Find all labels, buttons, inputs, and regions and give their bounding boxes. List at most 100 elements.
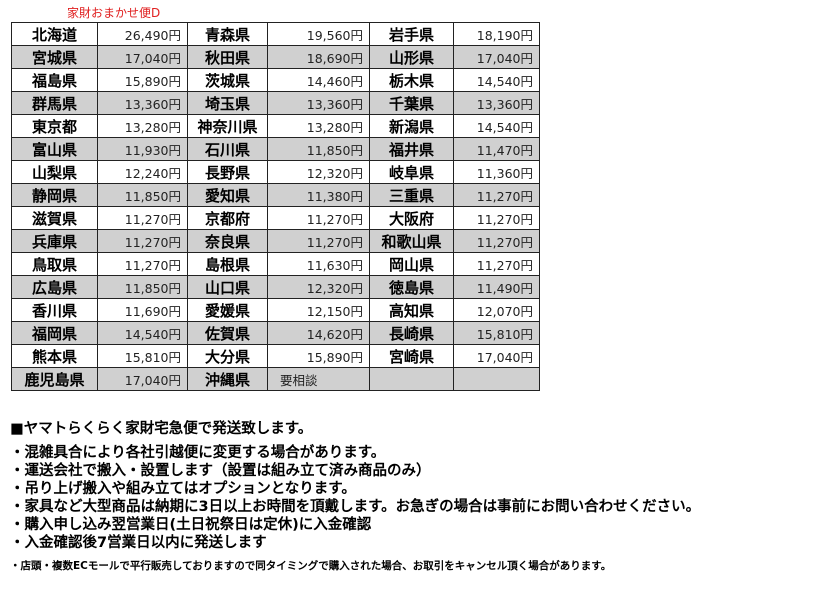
table-row: 静岡県 11,850円 愛知県 11,380円 三重県 11,270円 — [11, 183, 540, 207]
fee-cell: 要相談 — [267, 367, 370, 391]
prefecture-cell: 千葉県 — [369, 91, 454, 115]
prefecture-cell: 群馬県 — [11, 91, 98, 115]
fee-cell: 11,850円 — [97, 183, 188, 207]
prefecture-cell: 石川県 — [187, 137, 268, 161]
prefecture-cell: 熊本県 — [11, 344, 98, 368]
prefecture-cell: 大阪府 — [369, 206, 454, 230]
note-item: ・混雑具合により各社引越便に変更する場合があります。 — [10, 445, 386, 461]
prefecture-cell: 長崎県 — [369, 321, 454, 345]
prefecture-cell: 宮城県 — [11, 45, 98, 69]
fee-cell: 19,560円 — [267, 22, 370, 46]
fee-cell: 14,540円 — [453, 114, 540, 138]
fee-cell: 17,040円 — [97, 45, 188, 69]
prefecture-cell: 三重県 — [369, 183, 454, 207]
prefecture-cell — [369, 367, 454, 391]
table-row: 富山県 11,930円 石川県 11,850円 福井県 11,470円 — [11, 137, 540, 161]
prefecture-cell: 岐阜県 — [369, 160, 454, 184]
note-item: ・吊り上げ搬入や組み立てはオプションとなります。 — [10, 481, 356, 497]
prefecture-cell: 鹿児島県 — [11, 367, 98, 391]
notes-small: ・店頭・複数ECモールで平行販売しておりますので同タイミングで購入された場合、お… — [10, 560, 612, 572]
fee-cell: 17,040円 — [453, 45, 540, 69]
fee-cell: 18,690円 — [267, 45, 370, 69]
shipping-fee-table: 北海道 26,490円 青森県 19,560円 岩手県 18,190円 宮城県 17,040円… — [11, 22, 540, 391]
table-row: 香川県 11,690円 愛媛県 12,150円 高知県 12,070円 — [11, 298, 540, 322]
fee-cell: 15,890円 — [97, 68, 188, 92]
table-row: 北海道 26,490円 青森県 19,560円 岩手県 18,190円 — [11, 22, 540, 46]
prefecture-cell: 静岡県 — [11, 183, 98, 207]
fee-cell: 13,280円 — [267, 114, 370, 138]
prefecture-cell: 埼玉県 — [187, 91, 268, 115]
fee-cell: 11,270円 — [453, 206, 540, 230]
note-item: ・入金確認後7営業日以内に発送します — [10, 535, 267, 551]
prefecture-cell: 北海道 — [11, 22, 98, 46]
table-row: 兵庫県 11,270円 奈良県 11,270円 和歌山県 11,270円 — [11, 229, 540, 253]
fee-cell: 17,040円 — [453, 344, 540, 368]
fee-cell: 14,460円 — [267, 68, 370, 92]
prefecture-cell: 福井県 — [369, 137, 454, 161]
prefecture-cell: 宮崎県 — [369, 344, 454, 368]
prefecture-cell: 東京都 — [11, 114, 98, 138]
prefecture-cell: 山梨県 — [11, 160, 98, 184]
table-row: 福岡県 14,540円 佐賀県 14,620円 長崎県 15,810円 — [11, 321, 540, 345]
fee-cell: 12,320円 — [267, 275, 370, 299]
prefecture-cell: 茨城県 — [187, 68, 268, 92]
prefecture-cell: 島根県 — [187, 252, 268, 276]
prefecture-cell: 徳島県 — [369, 275, 454, 299]
prefecture-cell: 福岡県 — [11, 321, 98, 345]
fee-cell: 13,360円 — [453, 91, 540, 115]
table-row: 山梨県 12,240円 長野県 12,320円 岐阜県 11,360円 — [11, 160, 540, 184]
fee-cell: 12,070円 — [453, 298, 540, 322]
prefecture-cell: 神奈川県 — [187, 114, 268, 138]
fee-cell: 11,270円 — [453, 229, 540, 253]
fee-cell: 11,270円 — [453, 183, 540, 207]
fee-cell: 11,270円 — [267, 229, 370, 253]
fee-cell: 14,540円 — [97, 321, 188, 345]
fee-cell: 11,690円 — [97, 298, 188, 322]
fee-cell: 11,270円 — [267, 206, 370, 230]
prefecture-cell: 京都府 — [187, 206, 268, 230]
prefecture-cell: 福島県 — [11, 68, 98, 92]
table-row: 宮城県 17,040円 秋田県 18,690円 山形県 17,040円 — [11, 45, 540, 69]
notes-heading: ■ヤマトらくらく家財宅急便で発送致します。 — [10, 421, 313, 437]
fee-cell: 14,620円 — [267, 321, 370, 345]
fee-cell: 11,360円 — [453, 160, 540, 184]
prefecture-cell: 愛知県 — [187, 183, 268, 207]
fee-cell: 11,470円 — [453, 137, 540, 161]
table-row: 鳥取県 11,270円 島根県 11,630円 岡山県 11,270円 — [11, 252, 540, 276]
table-row: 熊本県 15,810円 大分県 15,890円 宮崎県 17,040円 — [11, 344, 540, 368]
prefecture-cell: 栃木県 — [369, 68, 454, 92]
fee-cell: 11,380円 — [267, 183, 370, 207]
prefecture-cell: 長野県 — [187, 160, 268, 184]
fee-cell: 12,150円 — [267, 298, 370, 322]
note-item: ・運送会社で搬入・設置します（設置は組み立て済み商品のみ） — [10, 463, 431, 479]
prefecture-cell: 岡山県 — [369, 252, 454, 276]
prefecture-cell: 秋田県 — [187, 45, 268, 69]
fee-cell: 11,930円 — [97, 137, 188, 161]
prefecture-cell: 岩手県 — [369, 22, 454, 46]
prefecture-cell: 山口県 — [187, 275, 268, 299]
prefecture-cell: 滋賀県 — [11, 206, 98, 230]
fee-cell: 12,320円 — [267, 160, 370, 184]
prefecture-cell: 広島県 — [11, 275, 98, 299]
prefecture-cell: 富山県 — [11, 137, 98, 161]
fee-cell: 11,850円 — [97, 275, 188, 299]
prefecture-cell: 青森県 — [187, 22, 268, 46]
fee-cell: 11,270円 — [453, 252, 540, 276]
fee-cell: 11,630円 — [267, 252, 370, 276]
prefecture-cell: 新潟県 — [369, 114, 454, 138]
prefecture-cell: 和歌山県 — [369, 229, 454, 253]
fee-cell: 11,490円 — [453, 275, 540, 299]
prefecture-cell: 山形県 — [369, 45, 454, 69]
fee-cell — [453, 367, 540, 391]
fee-cell: 14,540円 — [453, 68, 540, 92]
fee-cell: 13,280円 — [97, 114, 188, 138]
shipping-notes: ■ヤマトらくらく家財宅急便で発送致します。 ・混雑具合により各社引越便に変更する… — [10, 417, 700, 573]
fee-cell: 11,270円 — [97, 206, 188, 230]
prefecture-cell: 愛媛県 — [187, 298, 268, 322]
table-row: 群馬県 13,360円 埼玉県 13,360円 千葉県 13,360円 — [11, 91, 540, 115]
prefecture-cell: 高知県 — [369, 298, 454, 322]
table-title: 家財おまかせ便D — [67, 6, 161, 20]
table-row: 広島県 11,850円 山口県 12,320円 徳島県 11,490円 — [11, 275, 540, 299]
fee-cell: 13,360円 — [97, 91, 188, 115]
prefecture-cell: 大分県 — [187, 344, 268, 368]
